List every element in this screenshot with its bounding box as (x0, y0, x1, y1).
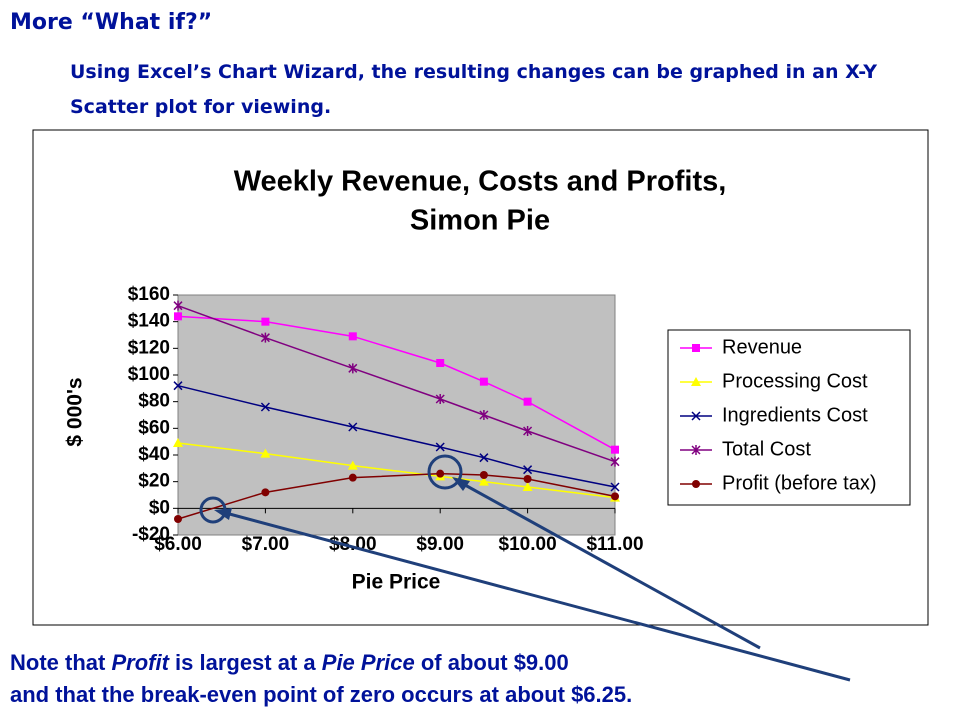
legend-label: Ingredients Cost (722, 404, 868, 426)
note-text: of about $9.00 (414, 650, 569, 675)
y-tick-label: $120 (128, 337, 170, 358)
marker (174, 515, 182, 523)
intro-text: Using Excel’s Chart Wizard, the resultin… (70, 61, 878, 118)
x-tick-label: $10.00 (499, 534, 557, 555)
marker (523, 426, 533, 436)
chart-title: Weekly Revenue, Costs and Profits, (234, 166, 727, 198)
marker (522, 482, 533, 491)
note-emphasis: Pie Price (321, 650, 415, 675)
marker (348, 422, 358, 432)
note-emphasis: Profit (111, 650, 169, 675)
x-tick-label: $9.00 (416, 534, 464, 555)
legend-label: Processing Cost (722, 370, 868, 392)
x-axis-label: Pie Price (352, 571, 441, 594)
marker (611, 492, 619, 501)
y-tick-label: $0 (149, 497, 170, 518)
y-tick-label: $140 (128, 311, 170, 332)
marker (261, 317, 270, 326)
marker (479, 471, 488, 479)
marker (691, 377, 701, 386)
y-tick-label: -$20 (132, 524, 170, 545)
marker (479, 377, 488, 386)
arrow-head (214, 508, 232, 520)
chart-subtitle: Simon Pie (410, 205, 550, 237)
marker (435, 442, 445, 452)
legend-label: Total Cost (722, 438, 811, 460)
marker (691, 445, 701, 455)
marker (174, 312, 182, 321)
marker (692, 480, 700, 488)
heading: More “What if?” (10, 10, 213, 35)
marker (348, 473, 357, 482)
plot-area: -$20 $0 $20 $40 $60 $80 $100 $120 $140 $160 $6.00 $… (128, 284, 644, 555)
x-tick-label: $7.00 (242, 534, 290, 555)
marker (611, 445, 619, 454)
y-axis-label: $ 000's (64, 377, 87, 446)
plot-background (177, 294, 616, 536)
y-tick-label: $80 (138, 391, 170, 412)
legend-label: Revenue (722, 336, 802, 358)
marker (610, 482, 620, 492)
marker (260, 402, 270, 412)
marker (523, 475, 532, 483)
y-tick-label: $60 (138, 417, 170, 438)
marker (523, 465, 533, 475)
marker (173, 381, 183, 391)
marker (348, 332, 357, 341)
marker (691, 411, 701, 421)
y-tick-label: $160 (128, 284, 170, 305)
marker (479, 453, 489, 463)
marker (610, 456, 620, 467)
marker (478, 476, 489, 486)
marker (260, 448, 271, 458)
marker (348, 363, 358, 374)
note-text: Note that (10, 650, 112, 675)
marker (435, 394, 445, 404)
arrow-head (452, 477, 470, 491)
marker (347, 460, 358, 470)
marker (479, 410, 489, 420)
arrow (221, 510, 851, 682)
marker (261, 488, 270, 497)
marker (173, 300, 183, 311)
note: Note that Profit is largest at a Pie Pri… (10, 650, 569, 676)
y-tick-label: $40 (138, 444, 170, 465)
y-tick-label: $20 (138, 471, 170, 492)
legend-box (667, 329, 911, 506)
marker (436, 469, 445, 478)
legend: Revenue Processing Cost Ingredients Cost To… (667, 329, 911, 506)
marker (523, 397, 532, 406)
marker (173, 438, 183, 447)
highlight-circle (427, 454, 463, 490)
marker (692, 344, 700, 352)
arrow (455, 478, 761, 650)
marker (260, 332, 270, 343)
annotations (199, 454, 851, 682)
note-text: is largest at a (168, 650, 322, 675)
legend-label: Profit (before tax) (722, 472, 877, 494)
y-tick-label: $100 (128, 364, 170, 385)
note: and that the break-even point of zero oc… (10, 682, 633, 707)
x-tick-label: $6.00 (154, 534, 202, 555)
x-tick-label: $11.00 (586, 534, 643, 555)
marker (436, 359, 445, 367)
